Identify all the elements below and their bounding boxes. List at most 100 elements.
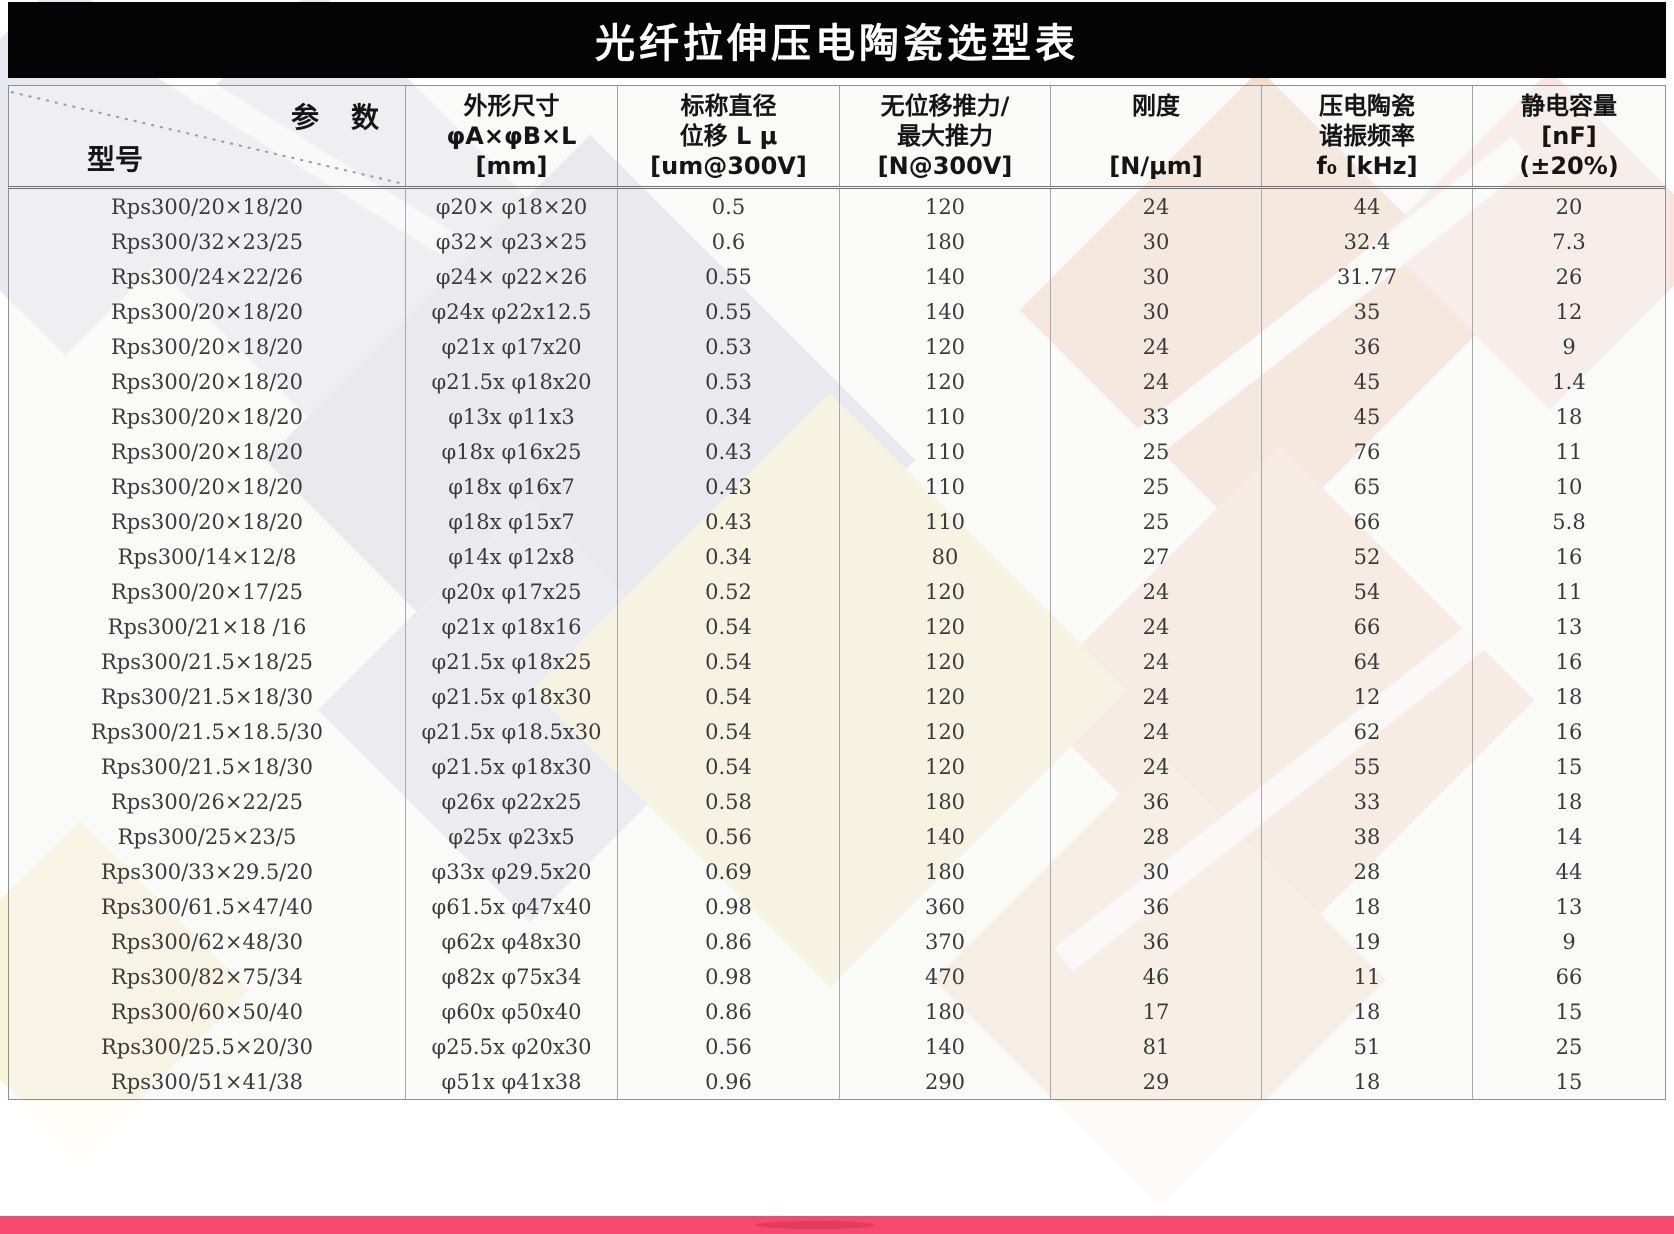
table-row: Rps300/33×29.5/20 φ33x φ29.5x20 0.69 180 30 2… <box>9 854 1665 889</box>
frequency-cell: 62 <box>1262 714 1473 749</box>
stiffness-cell: 24 <box>1051 714 1262 749</box>
force-cell: 120 <box>840 189 1051 224</box>
stiffness-cell: 24 <box>1051 364 1262 399</box>
dimensions-cell: φ18x φ16x7 <box>406 469 618 504</box>
capacitance-cell: 15 <box>1555 754 1583 779</box>
model-cell: Rps300/82×75/34 <box>9 959 406 994</box>
table-row: Rps300/20×18/20 φ20× φ18×20 0.5 120 24 44 20 <box>9 189 1665 224</box>
capacitance-cell: 7.3 <box>1552 229 1586 254</box>
dimensions-cell: φ32× φ23×25 <box>406 224 618 259</box>
stiffness-cell: 29 <box>1051 1064 1262 1099</box>
stiffness-cell: 24 <box>1051 609 1262 644</box>
displacement-cell: 0.58 <box>618 784 840 819</box>
dimensions-cell: φ21.5x φ18.5x30 <box>406 714 618 749</box>
header-line: 压电陶瓷 <box>1319 92 1415 120</box>
displacement-cell: 0.98 <box>618 889 840 924</box>
table-row: Rps300/24×22/26 φ24× φ22×26 0.55 140 30 31.77… <box>9 259 1665 294</box>
page-title: 光纤拉伸压电陶瓷选型表 <box>595 21 1079 67</box>
stiffness-cell: 36 <box>1051 924 1262 959</box>
model-cell: Rps300/62×48/30 <box>9 924 406 959</box>
capacitance-cell: 14 <box>1555 824 1583 849</box>
header-frequency: 压电陶瓷 谐振频率 f₀ [kHz] <box>1262 86 1473 186</box>
frequency-cell: 76 <box>1262 434 1473 469</box>
dimensions-cell: φ25.5x φ20x30 <box>406 1029 618 1064</box>
stiffness-cell: 24 <box>1051 679 1262 714</box>
table-row: Rps300/32×23/25 φ32× φ23×25 0.6 180 30 32.4 7.… <box>9 224 1665 259</box>
model-cell: Rps300/20×18/20 <box>9 399 406 434</box>
frequency-cell: 55 <box>1262 749 1473 784</box>
stiffness-cell: 25 <box>1051 504 1262 539</box>
stiffness-cell: 24 <box>1051 644 1262 679</box>
frequency-cell: 32.4 <box>1262 224 1473 259</box>
capacitance-cell: 15 <box>1555 999 1583 1024</box>
capacitance-cell: 10 <box>1555 474 1583 499</box>
model-cell: Rps300/20×18/20 <box>9 364 406 399</box>
force-cell: 140 <box>840 259 1051 294</box>
dimensions-cell: φ21x φ18x16 <box>406 609 618 644</box>
stiffness-cell: 36 <box>1051 889 1262 924</box>
frequency-cell: 51 <box>1262 1029 1473 1064</box>
frequency-cell: 28 <box>1262 854 1473 889</box>
corner-param-label: 参 数 <box>290 101 381 134</box>
stiffness-cell: 30 <box>1051 224 1262 259</box>
dimensions-cell: φ62x φ48x30 <box>406 924 618 959</box>
capacitance-cell: 44 <box>1555 859 1583 884</box>
displacement-cell: 0.43 <box>618 434 840 469</box>
dimensions-cell: φ24x φ22x12.5 <box>406 294 618 329</box>
capacitance-cell: 18 <box>1555 684 1583 709</box>
capacitance-cell: 25 <box>1555 1034 1583 1059</box>
capacitance-cell: 15 <box>1555 1069 1583 1094</box>
stiffness-cell: 24 <box>1051 329 1262 364</box>
displacement-cell: 0.98 <box>618 959 840 994</box>
table-row: Rps300/51×41/38 φ51x φ41x38 0.96 290 29 18 15 <box>9 1064 1665 1099</box>
table-row: Rps300/20×18/20 φ18x φ15x7 0.43 110 25 66 5.8 <box>9 504 1665 539</box>
stiffness-cell: 24 <box>1051 749 1262 784</box>
force-cell: 360 <box>840 889 1051 924</box>
displacement-cell: 0.54 <box>618 679 840 714</box>
displacement-cell: 0.56 <box>618 819 840 854</box>
capacitance-cell: 12 <box>1555 299 1583 324</box>
force-cell: 120 <box>840 329 1051 364</box>
frequency-cell: 66 <box>1262 504 1473 539</box>
model-cell: Rps300/20×17/25 <box>9 574 406 609</box>
displacement-cell: 0.54 <box>618 609 840 644</box>
force-cell: 140 <box>840 1029 1051 1064</box>
header-line: φA×φB×L <box>446 122 577 150</box>
displacement-cell: 0.5 <box>618 189 840 224</box>
header-line: [nF] <box>1541 122 1597 150</box>
stiffness-cell: 24 <box>1051 189 1262 224</box>
capacitance-cell: 9 <box>1562 334 1576 359</box>
stiffness-cell: 36 <box>1051 784 1262 819</box>
force-cell: 120 <box>840 749 1051 784</box>
dimensions-cell: φ21x φ17x20 <box>406 329 618 364</box>
model-cell: Rps300/20×18/20 <box>9 189 406 224</box>
table-row: Rps300/20×18/20 φ13x φ11x3 0.34 110 33 45 18 <box>9 399 1665 434</box>
force-cell: 370 <box>840 924 1051 959</box>
force-cell: 180 <box>840 784 1051 819</box>
title-banner: 光纤拉伸压电陶瓷选型表 <box>8 2 1666 78</box>
force-cell: 180 <box>840 854 1051 889</box>
frequency-cell: 66 <box>1262 609 1473 644</box>
model-cell: Rps300/21×18 /16 <box>9 609 406 644</box>
table-row: Rps300/82×75/34 φ82x φ75x34 0.98 470 46 11 66 <box>9 959 1665 994</box>
displacement-cell: 0.52 <box>618 574 840 609</box>
force-cell: 110 <box>840 469 1051 504</box>
capacitance-cell: 16 <box>1555 719 1583 744</box>
force-cell: 110 <box>840 434 1051 469</box>
displacement-cell: 0.53 <box>618 329 840 364</box>
frequency-cell: 52 <box>1262 539 1473 574</box>
force-cell: 120 <box>840 609 1051 644</box>
header-capacitance: 静电容量 [nF] (±20%) <box>1473 86 1665 186</box>
model-cell: Rps300/25.5×20/30 <box>9 1029 406 1064</box>
dimensions-cell: φ82x φ75x34 <box>406 959 618 994</box>
table-row: Rps300/20×17/25 φ20x φ17x25 0.52 120 24 54 11 <box>9 574 1665 609</box>
model-cell: Rps300/24×22/26 <box>9 259 406 294</box>
table-row: Rps300/61.5×47/40 φ61.5x φ47x40 0.98 360 36 1… <box>9 889 1665 924</box>
capacitance-cell: 13 <box>1555 894 1583 919</box>
header-displacement: 标称直径 位移 L μ [um@300V] <box>618 86 840 186</box>
frequency-cell: 19 <box>1262 924 1473 959</box>
displacement-cell: 0.34 <box>618 399 840 434</box>
table-row: Rps300/62×48/30 φ62x φ48x30 0.86 370 36 19 9 <box>9 924 1665 959</box>
stiffness-cell: 27 <box>1051 539 1262 574</box>
